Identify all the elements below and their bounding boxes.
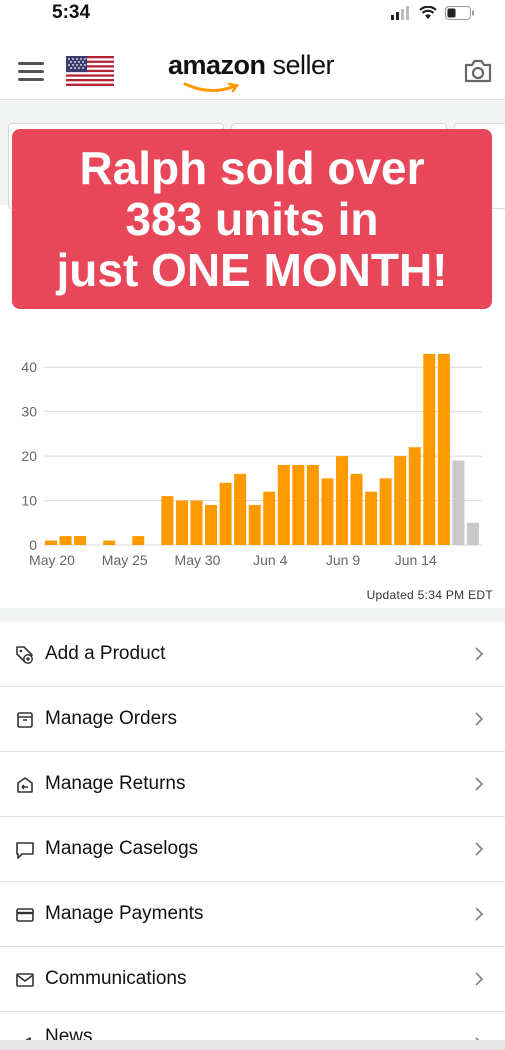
- chart-bar: [263, 491, 276, 545]
- x-tick-label: Jun 14: [395, 552, 437, 568]
- menu-item-add-product[interactable]: Add a Product: [0, 622, 505, 687]
- chart-bar: [292, 465, 305, 545]
- menu-icon[interactable]: [18, 62, 44, 81]
- menu-item-label: Manage Orders: [45, 708, 178, 729]
- chart-bar: [103, 540, 116, 545]
- chart-bar: [205, 505, 218, 545]
- chart-bar: [379, 478, 392, 545]
- tag-add-icon: [16, 646, 33, 664]
- chevron-right-icon: [475, 712, 484, 726]
- chart-bar: [365, 491, 378, 545]
- chart-bar: [219, 482, 232, 545]
- menu-item-label: Add a Product: [45, 643, 166, 664]
- y-tick-label: 0: [29, 537, 37, 553]
- status-time: 5:34: [52, 2, 91, 23]
- wifi-icon: [419, 6, 437, 19]
- us-flag-icon[interactable]: [66, 56, 114, 86]
- x-tick-label: May 20: [29, 552, 75, 568]
- menu-item-label: Manage Returns: [45, 773, 186, 794]
- chart-bar: [277, 465, 290, 545]
- units-sold-chart: 0 10 20 30 40 May 20 May 25 May 30 Jun 4 Jun 9 Jun…: [21, 353, 482, 568]
- menu-item-label: Manage Payments: [45, 903, 204, 924]
- chart-bar: [437, 353, 450, 545]
- return-box-icon: [17, 777, 33, 793]
- battery-icon: [445, 6, 474, 20]
- chart-bar: [394, 456, 407, 545]
- status-icons: [391, 6, 475, 20]
- menu-item-communications[interactable]: Communications: [0, 947, 505, 1012]
- chart-bar: [74, 536, 87, 545]
- y-tick-label: 10: [21, 493, 37, 509]
- y-tick-label: 40: [21, 359, 37, 375]
- chart-bar: [132, 536, 145, 545]
- menu-item-manage-orders[interactable]: Manage Orders: [0, 687, 505, 752]
- chart-bar: [45, 540, 57, 545]
- chevron-right-icon: [475, 842, 484, 856]
- app-header: amazon seller: [0, 28, 505, 100]
- chart-bar: [336, 456, 348, 545]
- chart-bar: [350, 473, 363, 545]
- menu-item-manage-returns[interactable]: Manage Returns: [0, 752, 505, 817]
- menu-item-label: News: [45, 1026, 93, 1042]
- y-tick-label: 20: [21, 448, 37, 464]
- signal-icon: [391, 6, 409, 20]
- menu-item-news[interactable]: News: [0, 1012, 505, 1042]
- chevron-right-icon: [475, 647, 484, 661]
- chevron-right-icon: [475, 907, 484, 921]
- home-indicator-bar: [0, 1040, 505, 1050]
- x-tick-label: May 25: [102, 552, 148, 568]
- menu-item-manage-caselogs[interactable]: Manage Caselogs: [0, 817, 505, 882]
- box-icon: [17, 712, 33, 728]
- credit-card-icon: [16, 908, 34, 922]
- chart-bar: [161, 496, 174, 545]
- chart-bar: [321, 478, 334, 545]
- menu-item-label: Communications: [45, 968, 187, 989]
- banner-line: Ralph sold over: [79, 141, 425, 194]
- amazon-seller-logo: amazon seller: [168, 50, 335, 80]
- main-menu: Add a Product Manage Orders Manage Retur…: [0, 622, 505, 1042]
- chevron-right-icon: [475, 777, 484, 791]
- chevron-right-icon: [475, 972, 484, 986]
- updated-timestamp: Updated 5:34 PM EDT: [366, 588, 493, 602]
- chart-bar: [175, 500, 188, 545]
- menu-item-label: Manage Caselogs: [45, 838, 199, 859]
- chart-bar: [306, 465, 319, 545]
- menu-item-manage-payments[interactable]: Manage Payments: [0, 882, 505, 947]
- promo-banner: Ralph sold over 383 units in just ONE MO…: [12, 129, 492, 309]
- y-tick-label: 30: [21, 404, 37, 420]
- status-bar: 5:34: [0, 0, 505, 28]
- x-tick-label: May 30: [175, 552, 221, 568]
- chart-bar: [59, 536, 72, 545]
- x-tick-label: Jun 9: [326, 552, 360, 568]
- banner-line: just ONE MONTH!: [56, 243, 448, 296]
- banner-line: 383 units in: [125, 192, 379, 245]
- chat-bubble-icon: [16, 842, 34, 859]
- amazon-smile-icon: [183, 82, 240, 93]
- envelope-icon: [16, 973, 34, 987]
- x-tick-label: Jun 4: [253, 552, 287, 568]
- chart-bar: [423, 353, 436, 545]
- chart-bar-partial: [452, 460, 465, 545]
- chart-bar: [234, 473, 247, 545]
- section-divider: [0, 608, 505, 622]
- camera-icon[interactable]: [463, 58, 493, 84]
- chart-bar: [190, 500, 203, 545]
- chart-bar-partial: [466, 522, 479, 545]
- chart-bar: [408, 447, 421, 545]
- chart-bar: [248, 505, 261, 545]
